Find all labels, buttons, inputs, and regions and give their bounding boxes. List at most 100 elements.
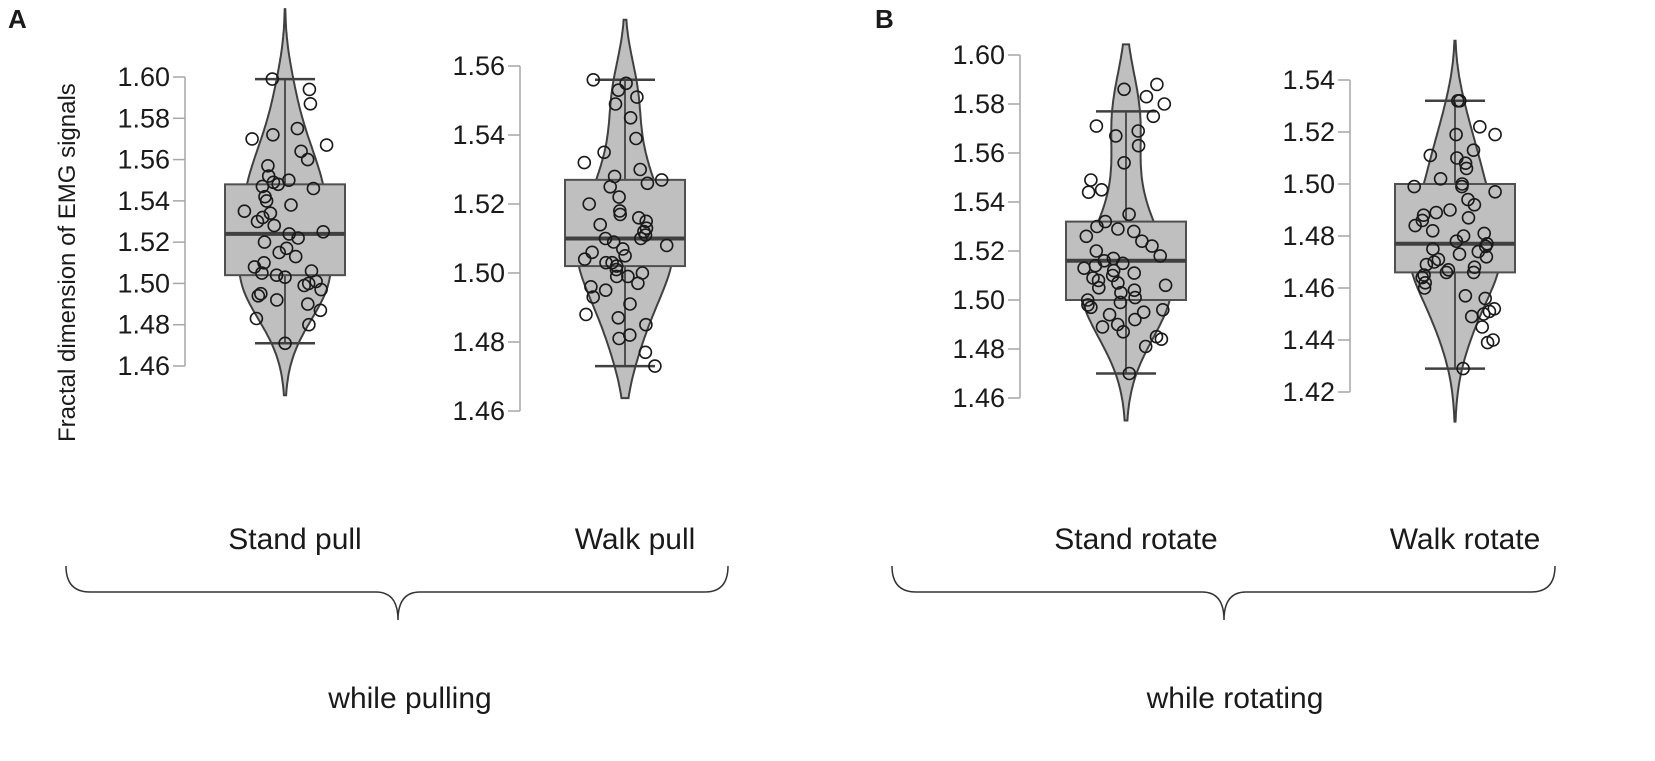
data-point-stand-rotate-4 xyxy=(1146,109,1161,124)
data-point-stand-pull-20 xyxy=(263,206,278,220)
data-point-stand-pull-36 xyxy=(278,270,292,285)
data-point-walk-rotate-32 xyxy=(1479,249,1494,264)
data-point-walk-pull-9 xyxy=(633,162,648,177)
data-point-stand-pull-27 xyxy=(257,235,272,249)
data-point-walk-pull-4 xyxy=(608,97,623,111)
data-point-walk-pull-1 xyxy=(619,76,633,91)
panel-label-b: B xyxy=(875,4,894,34)
data-point-walk-pull-14 xyxy=(612,190,626,204)
y-tick-label-walk-pull-1: 1.48 xyxy=(452,327,505,357)
data-point-walk-pull-31 xyxy=(577,252,592,267)
data-point-stand-pull-1 xyxy=(302,82,317,97)
data-point-walk-rotate-26 xyxy=(1449,234,1464,248)
data-point-stand-pull-19 xyxy=(237,204,252,218)
data-point-stand-rotate-34 xyxy=(1158,278,1173,293)
y-tick-label-stand-rotate-6: 1.58 xyxy=(952,89,1005,119)
data-point-walk-pull-45 xyxy=(611,310,626,325)
data-point-walk-rotate-8 xyxy=(1458,156,1473,170)
y-tick-label-stand-rotate-5: 1.56 xyxy=(952,138,1005,168)
data-point-walk-pull-19 xyxy=(639,214,654,229)
y-tick-label-walk-rotate-4: 1.50 xyxy=(1282,169,1335,199)
data-point-walk-pull-27 xyxy=(659,238,674,253)
data-point-walk-pull-35 xyxy=(609,262,624,277)
data-point-stand-rotate-35 xyxy=(1092,280,1106,295)
data-point-walk-rotate-49 xyxy=(1464,309,1479,324)
data-point-stand-pull-28 xyxy=(279,241,294,256)
data-point-stand-pull-26 xyxy=(291,231,305,245)
y-tick-label-walk-rotate-1: 1.44 xyxy=(1282,325,1335,355)
data-point-stand-pull-30 xyxy=(288,249,303,264)
category-label-walk-rotate: Walk rotate xyxy=(1390,523,1541,556)
data-point-walk-rotate-17 xyxy=(1443,203,1457,217)
data-point-walk-pull-0 xyxy=(586,73,601,87)
data-point-stand-rotate-33 xyxy=(1111,276,1125,290)
data-point-stand-rotate-10 xyxy=(1084,173,1098,187)
y-tick-label-stand-rotate-4: 1.54 xyxy=(952,187,1005,217)
data-point-walk-rotate-31 xyxy=(1452,247,1467,261)
data-point-walk-rotate-3 xyxy=(1449,127,1463,142)
data-point-walk-pull-42 xyxy=(586,290,601,304)
category-label-stand-pull: Stand pull xyxy=(228,523,361,556)
data-point-stand-pull-25 xyxy=(282,227,297,241)
data-point-stand-rotate-5 xyxy=(1089,119,1104,133)
y-tick-label-walk-pull-3: 1.52 xyxy=(452,189,505,219)
data-point-walk-rotate-19 xyxy=(1416,208,1431,222)
data-point-walk-rotate-9 xyxy=(1459,161,1474,176)
y-tick-label-stand-rotate-7: 1.60 xyxy=(952,40,1005,70)
data-point-stand-rotate-38 xyxy=(1128,290,1142,305)
violin-panel-stand-pull: 1.46 1.48 1.50 1.52 1.54 1.56 1.58 1.60 Stand pu… xyxy=(117,8,362,556)
data-point-stand-pull-14 xyxy=(255,179,270,194)
data-point-walk-rotate-5 xyxy=(1466,143,1481,157)
data-point-walk-rotate-40 xyxy=(1417,268,1431,282)
data-point-stand-rotate-37 xyxy=(1114,285,1128,300)
data-point-stand-rotate-17 xyxy=(1127,224,1141,239)
data-point-walk-rotate-34 xyxy=(1427,255,1441,269)
data-point-walk-rotate-18 xyxy=(1429,205,1443,220)
data-point-stand-pull-39 xyxy=(297,278,312,293)
data-point-walk-rotate-13 xyxy=(1407,179,1421,194)
data-point-walk-rotate-12 xyxy=(1455,179,1469,194)
violin-plots: 1.46 1.48 1.50 1.52 1.54 1.56 1.58 1.60 Stand pu… xyxy=(117,8,1541,556)
data-point-stand-rotate-43 xyxy=(1156,302,1170,317)
data-point-stand-rotate-46 xyxy=(1128,312,1142,327)
category-label-walk-pull: Walk pull xyxy=(575,523,696,556)
data-point-stand-rotate-25 xyxy=(1116,256,1130,271)
data-point-walk-pull-38 xyxy=(609,269,624,284)
y-tick-label-stand-pull-3: 1.52 xyxy=(117,227,170,257)
data-point-stand-rotate-40 xyxy=(1113,295,1128,310)
data-point-walk-pull-5 xyxy=(623,111,638,125)
data-point-stand-rotate-42 xyxy=(1084,300,1098,315)
data-point-stand-rotate-32 xyxy=(1091,273,1106,288)
data-point-stand-rotate-11 xyxy=(1094,183,1109,197)
data-point-walk-rotate-43 xyxy=(1417,281,1432,295)
data-point-stand-rotate-2 xyxy=(1139,89,1154,104)
y-tick-label-stand-pull-5: 1.56 xyxy=(117,145,170,175)
data-point-walk-pull-18 xyxy=(631,211,646,225)
data-point-walk-rotate-45 xyxy=(1478,291,1492,306)
data-point-stand-pull-17 xyxy=(259,194,274,208)
data-point-walk-pull-13 xyxy=(603,180,618,194)
data-point-stand-pull-45 xyxy=(313,303,328,318)
data-point-walk-pull-3 xyxy=(630,90,644,104)
data-point-walk-pull-7 xyxy=(597,145,611,160)
data-point-walk-pull-6 xyxy=(629,131,643,146)
y-tick-label-stand-rotate-2: 1.50 xyxy=(952,285,1005,315)
category-label-stand-rotate: Stand rotate xyxy=(1054,523,1217,556)
y-tick-label-walk-pull-5: 1.56 xyxy=(452,51,505,81)
data-point-walk-pull-11 xyxy=(654,173,669,187)
data-point-stand-pull-15 xyxy=(306,181,321,196)
data-point-walk-pull-39 xyxy=(631,276,645,291)
data-point-walk-pull-24 xyxy=(598,231,613,246)
data-point-walk-pull-41 xyxy=(598,283,613,298)
y-tick-label-walk-pull-2: 1.50 xyxy=(452,258,505,288)
y-tick-label-stand-pull-2: 1.50 xyxy=(117,268,170,298)
data-point-walk-pull-26 xyxy=(606,235,621,249)
data-point-stand-pull-42 xyxy=(251,288,266,303)
data-point-walk-rotate-52 xyxy=(1480,335,1495,350)
data-point-stand-rotate-20 xyxy=(1145,239,1159,253)
data-point-stand-pull-41 xyxy=(253,286,268,301)
data-point-walk-rotate-53 xyxy=(1456,361,1470,376)
violin-panel-walk-pull: 1.46 1.48 1.50 1.52 1.54 1.56 Walk pull xyxy=(452,18,696,556)
data-point-stand-rotate-15 xyxy=(1090,219,1104,234)
group-label-pulling: while pulling xyxy=(327,682,491,715)
